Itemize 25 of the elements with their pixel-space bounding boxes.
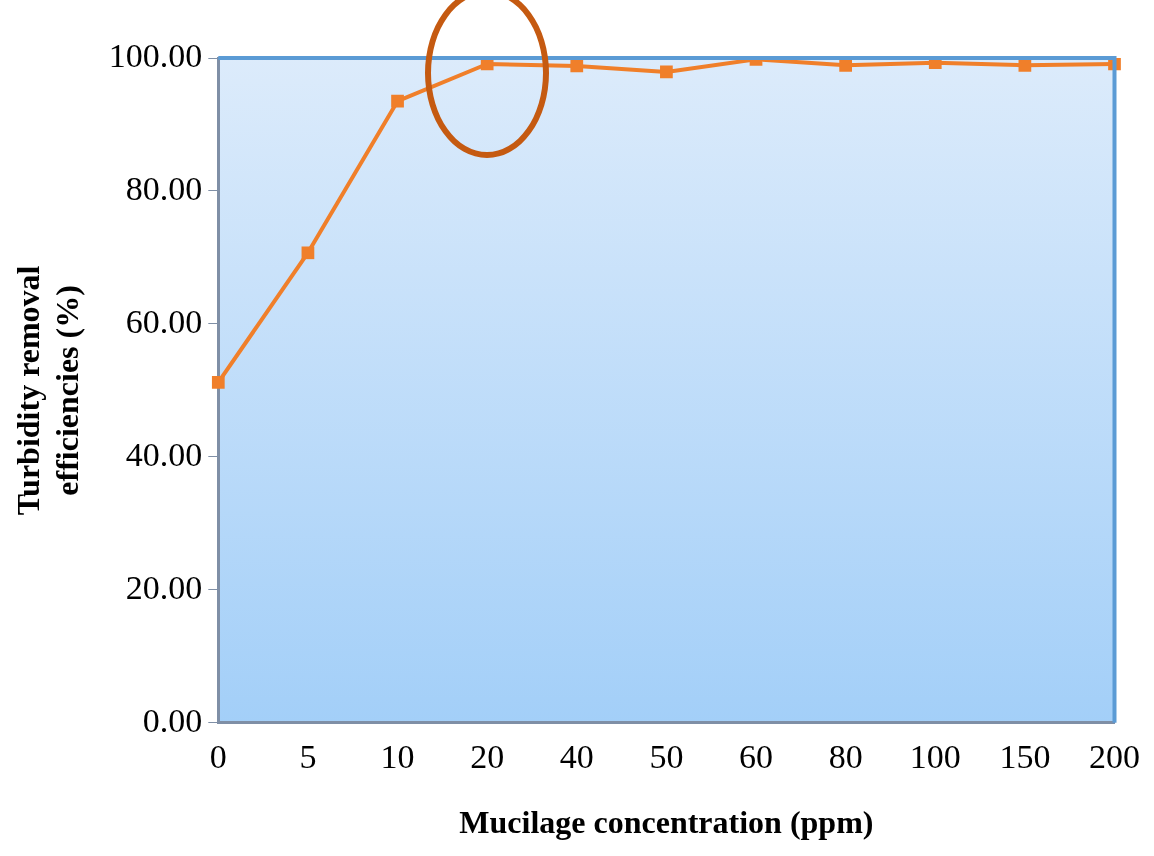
- y-tick-label: 0.00: [142, 701, 203, 739]
- point: [839, 58, 852, 72]
- x-tick-label: 150: [999, 738, 1051, 776]
- x-axis-title: Mucilage concentration (ppm): [459, 804, 874, 841]
- x-tick-label: 0: [209, 738, 227, 776]
- point: [211, 376, 225, 389]
- y-tick-label: 100.00: [108, 36, 203, 74]
- y-tick-label: 20.00: [125, 568, 203, 606]
- y-tick-label: 40.00: [125, 435, 203, 473]
- x-tick-label: 50: [649, 738, 684, 776]
- x-tick-label: 60: [739, 738, 774, 776]
- x-tick-label: 200: [1089, 738, 1140, 776]
- y-tick-label: 80.00: [125, 169, 203, 207]
- y-tick-label: 60.00: [125, 302, 203, 340]
- x-tick-label: 20: [470, 738, 505, 776]
- x-tick-label: 5: [299, 738, 317, 776]
- point: [660, 65, 673, 79]
- x-tick-label: 100: [909, 738, 961, 776]
- x-tick-label: 80: [828, 738, 863, 776]
- point: [301, 246, 315, 260]
- x-tick-label: 40: [559, 738, 594, 776]
- x-tick-label: 10: [380, 738, 415, 776]
- y-axis-title: Turbidity removal efficiencies (%): [10, 265, 85, 516]
- point: [391, 94, 404, 108]
- point: [570, 59, 584, 73]
